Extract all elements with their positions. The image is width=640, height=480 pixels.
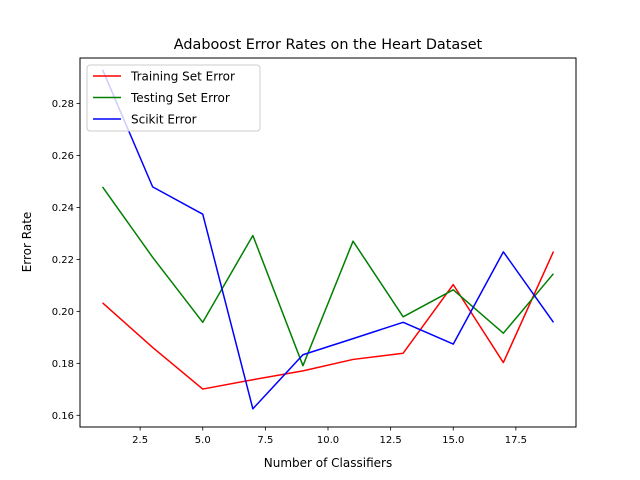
y-tick-label: 0.18 [52,359,74,370]
x-tick-label: 5.0 [195,435,211,446]
legend-label: Training Set Error [130,69,235,83]
plot-lines [101,69,555,410]
x-tick-label: 12.5 [379,435,401,446]
legend-label: Scikit Error [131,112,197,126]
series-line-1 [101,186,555,367]
legend-label: Testing Set Error [130,91,230,105]
legend: Training Set Error Testing Set Error Sciki… [86,64,261,132]
y-axis: 0.16 0.18 0.20 0.22 0.24 0.26 0.28 [52,99,80,422]
series-line-2 [101,69,555,410]
y-tick-label: 0.16 [52,411,74,422]
y-tick-label: 0.26 [52,151,74,162]
x-axis: 2.5 5.0 7.5 10.0 12.5 15.0 17.5 [132,427,527,446]
y-tick-label: 0.28 [52,99,74,110]
x-tick-label: 10.0 [317,435,339,446]
x-tick-label: 17.5 [505,435,527,446]
legend-box [86,64,261,132]
x-tick-label: 15.0 [442,435,464,446]
x-tick-label: 7.5 [257,435,273,446]
chart-title: Adaboost Error Rates on the Heart Datase… [174,37,483,53]
y-tick-label: 0.22 [52,255,74,266]
y-tick-label: 0.20 [52,307,74,318]
x-axis-title: Number of Classifiers [264,456,392,470]
x-tick-label: 2.5 [132,435,148,446]
y-axis-title: Error Rate [20,212,34,273]
y-tick-label: 0.24 [52,203,74,214]
series-line-0 [102,251,555,390]
